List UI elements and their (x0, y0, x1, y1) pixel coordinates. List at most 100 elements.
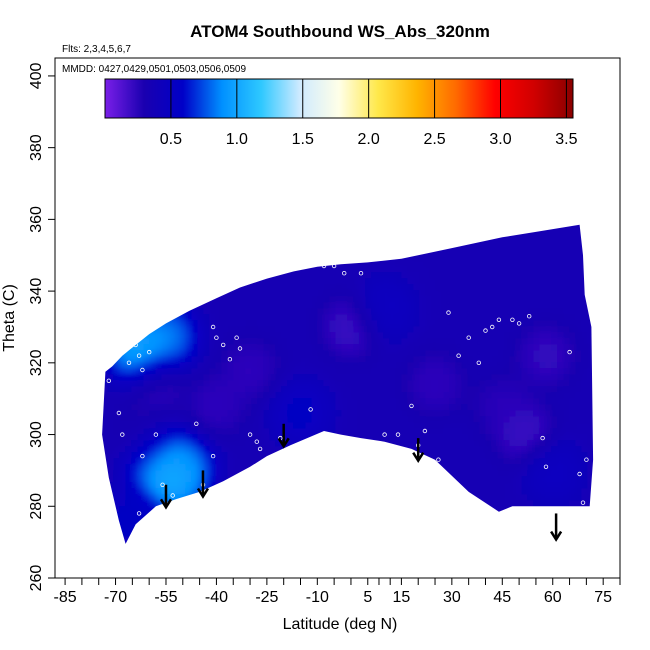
field-cell (365, 320, 372, 327)
field-cell (299, 386, 306, 393)
field-cell (389, 452, 396, 459)
field-cell (209, 488, 216, 495)
field-cell (395, 320, 402, 327)
field-cell (497, 488, 504, 495)
field-cell (587, 266, 594, 273)
field-cell (461, 410, 468, 417)
field-cell (281, 524, 288, 531)
field-cell (143, 458, 150, 465)
field-cell (329, 308, 336, 315)
field-cell (125, 218, 132, 225)
field-cell (209, 218, 216, 225)
field-cell (377, 254, 384, 261)
field-cell (581, 440, 588, 447)
field-cell (431, 392, 438, 399)
field-cell (407, 308, 414, 315)
field-cell (563, 530, 570, 537)
field-cell (467, 254, 474, 261)
field-cell (575, 392, 582, 399)
field-cell (563, 254, 570, 261)
field-cell (563, 500, 570, 507)
field-cell (227, 464, 234, 471)
field-cell (449, 302, 456, 309)
field-cell (353, 218, 360, 225)
field-cell (245, 350, 252, 357)
field-cell (533, 494, 540, 501)
field-cell (545, 326, 552, 333)
field-cell (587, 362, 594, 369)
field-cell (365, 476, 372, 483)
field-cell (485, 494, 492, 501)
field-cell (209, 236, 216, 243)
field-cell (113, 320, 120, 327)
field-cell (473, 254, 480, 261)
field-cell (227, 230, 234, 237)
field-cell (239, 500, 246, 507)
field-cell (455, 518, 462, 525)
field-cell (329, 338, 336, 345)
field-cell (305, 482, 312, 489)
field-cell (353, 536, 360, 543)
field-cell (167, 476, 174, 483)
field-cell (371, 404, 378, 411)
field-cell (383, 440, 390, 447)
field-cell (563, 518, 570, 525)
field-cell (329, 212, 336, 219)
field-cell (245, 272, 252, 279)
field-cell (209, 380, 216, 387)
field-cell (503, 224, 510, 231)
field-cell (443, 416, 450, 423)
field-cell (287, 266, 294, 273)
field-cell (509, 248, 516, 255)
sample-point (496, 317, 502, 322)
field-cell (209, 470, 216, 477)
field-cell (113, 500, 120, 507)
field-cell (377, 314, 384, 321)
field-cell (185, 356, 192, 363)
field-cell (233, 278, 240, 285)
field-cell (275, 386, 282, 393)
field-cell (161, 404, 168, 411)
field-cell (485, 242, 492, 249)
field-cell (149, 266, 156, 273)
field-cell (143, 326, 150, 333)
field-cell (359, 458, 366, 465)
field-cell (269, 518, 276, 525)
field-cell (221, 386, 228, 393)
field-cell (245, 278, 252, 285)
field-cell (455, 284, 462, 291)
field-cell (569, 518, 576, 525)
field-cell (473, 224, 480, 231)
field-cell (515, 218, 522, 225)
field-cell (215, 230, 222, 237)
field-cell (347, 374, 354, 381)
field-cell (569, 404, 576, 411)
field-cell (425, 242, 432, 249)
field-cell (569, 236, 576, 243)
field-cell (227, 452, 234, 459)
field-cell (179, 368, 186, 375)
field-cell (575, 356, 582, 363)
field-cell (107, 416, 114, 423)
field-cell (587, 368, 594, 375)
field-cell (305, 470, 312, 477)
field-cell (461, 548, 468, 555)
field-cell (503, 308, 510, 315)
field-cell (413, 494, 420, 501)
field-cell (113, 290, 120, 297)
field-cell (143, 428, 150, 435)
field-cell (197, 338, 204, 345)
field-cell (245, 218, 252, 225)
field-cell (479, 470, 486, 477)
field-cell (143, 368, 150, 375)
field-cell (299, 368, 306, 375)
field-cell (425, 392, 432, 399)
field-cell (467, 338, 474, 345)
field-cell (155, 536, 162, 543)
field-cell (365, 518, 372, 525)
field-cell (377, 446, 384, 453)
field-cell (107, 236, 114, 243)
field-cell (215, 488, 222, 495)
field-cell (311, 428, 318, 435)
field-cell (323, 308, 330, 315)
